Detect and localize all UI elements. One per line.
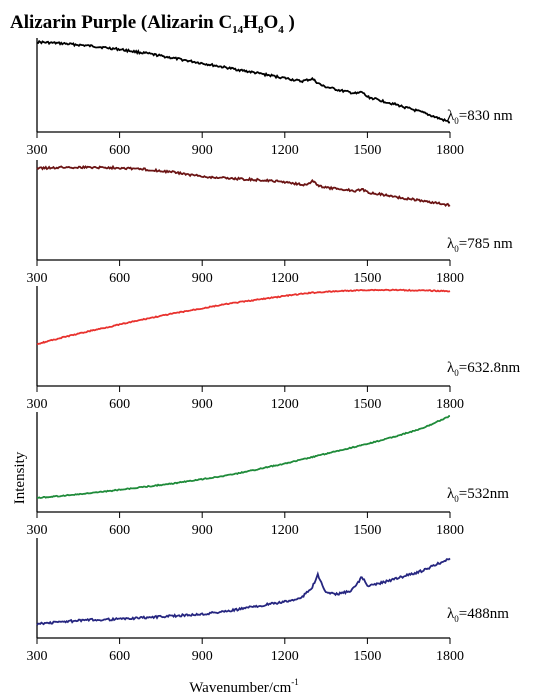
y-axis-label: Intensity bbox=[12, 451, 28, 504]
x-axis-label-text: Wavenumber/cm bbox=[189, 680, 291, 696]
series-line-2 bbox=[36, 164, 451, 208]
panel-2-tick-label-900: 900 bbox=[192, 271, 213, 286]
lambda-subscript: 0 bbox=[454, 614, 459, 624]
series-line-1 bbox=[36, 39, 451, 124]
wavelength-value: =488nm bbox=[459, 606, 509, 622]
title-o: O bbox=[263, 12, 279, 33]
panel-4-tick-label-1800: 1800 bbox=[436, 523, 464, 538]
wavelength-value: =532nm bbox=[459, 486, 509, 502]
panel-5-tick-label-1200: 1200 bbox=[271, 649, 299, 664]
panel-2-tick-label-1800: 1800 bbox=[436, 271, 464, 286]
lambda-symbol: λ bbox=[447, 236, 455, 252]
lambda-symbol: λ bbox=[447, 108, 455, 124]
title-sub-8: 8 bbox=[257, 23, 264, 36]
panel-5-tick-label-300: 300 bbox=[27, 649, 48, 664]
lambda-subscript: 0 bbox=[454, 494, 459, 504]
panel-5-tick-label-900: 900 bbox=[192, 649, 213, 664]
lambda-symbol: λ bbox=[447, 360, 455, 376]
title-sub-4: 4 bbox=[278, 23, 284, 36]
series-line-3 bbox=[36, 288, 451, 346]
panel-1-tick-label-1500: 1500 bbox=[353, 143, 381, 158]
panel-2-tick-label-1200: 1200 bbox=[271, 271, 299, 286]
panel-3-tick-label-900: 900 bbox=[192, 397, 213, 412]
title-close: ) bbox=[283, 12, 295, 33]
lambda-symbol: λ bbox=[447, 486, 455, 502]
x-axis-label: Wavenumber/cm-1 bbox=[189, 677, 299, 696]
panel-5-tick-label-1500: 1500 bbox=[353, 649, 381, 664]
lambda-symbol: λ bbox=[447, 606, 455, 622]
panel-4-tick-label-600: 600 bbox=[109, 523, 130, 538]
title-h: H bbox=[243, 12, 258, 33]
panel-1-tick-label-1800: 1800 bbox=[436, 143, 464, 158]
x-axis-label-superscript: -1 bbox=[291, 677, 299, 687]
panel-4-tick-label-1200: 1200 bbox=[271, 523, 299, 538]
series-line-4 bbox=[37, 415, 451, 499]
wavelength-value: =830 nm bbox=[459, 108, 513, 124]
panel-1-tick-label-600: 600 bbox=[109, 143, 130, 158]
series-label-3: λ0=632.8nm bbox=[447, 360, 520, 378]
panel-4-tick-label-1500: 1500 bbox=[353, 523, 381, 538]
panel-2-tick-label-600: 600 bbox=[109, 271, 130, 286]
title-main: Alizarin Purple (Alizarin C bbox=[10, 12, 233, 33]
panel-2-tick-label-1500: 1500 bbox=[353, 271, 381, 286]
title-sub-14: 14 bbox=[232, 23, 244, 36]
lambda-subscript: 0 bbox=[454, 116, 459, 126]
panel-3-tick-label-1800: 1800 bbox=[436, 397, 464, 412]
panel-2-tick-label-300: 300 bbox=[27, 271, 48, 286]
panel-3-tick-label-600: 600 bbox=[109, 397, 130, 412]
lambda-subscript: 0 bbox=[454, 368, 459, 378]
panel-3-tick-label-300: 300 bbox=[27, 397, 48, 412]
series-line-5 bbox=[36, 557, 451, 626]
wavelength-value: =632.8nm bbox=[459, 360, 521, 376]
panel-1-tick-label-1200: 1200 bbox=[271, 143, 299, 158]
panel-5-tick-label-600: 600 bbox=[109, 649, 130, 664]
wavelength-value: =785 nm bbox=[459, 236, 513, 252]
panel-1-tick-label-300: 300 bbox=[27, 143, 48, 158]
series-label-4: λ0=532nm bbox=[447, 486, 509, 504]
panel-3-tick-label-1200: 1200 bbox=[271, 397, 299, 412]
panel-5-tick-label-1800: 1800 bbox=[436, 649, 464, 664]
series-label-1: λ0=830 nm bbox=[447, 108, 513, 126]
panel-3-tick-label-1500: 1500 bbox=[353, 397, 381, 412]
lambda-subscript: 0 bbox=[454, 244, 459, 254]
series-label-2: λ0=785 nm bbox=[447, 236, 513, 254]
panel-1-tick-label-900: 900 bbox=[192, 143, 213, 158]
panel-4-tick-label-900: 900 bbox=[192, 523, 213, 538]
series-label-5: λ0=488nm bbox=[447, 606, 509, 624]
chart-title: Alizarin Purple (Alizarin C14H8O4 ) bbox=[10, 12, 295, 36]
panel-4-tick-label-300: 300 bbox=[27, 523, 48, 538]
